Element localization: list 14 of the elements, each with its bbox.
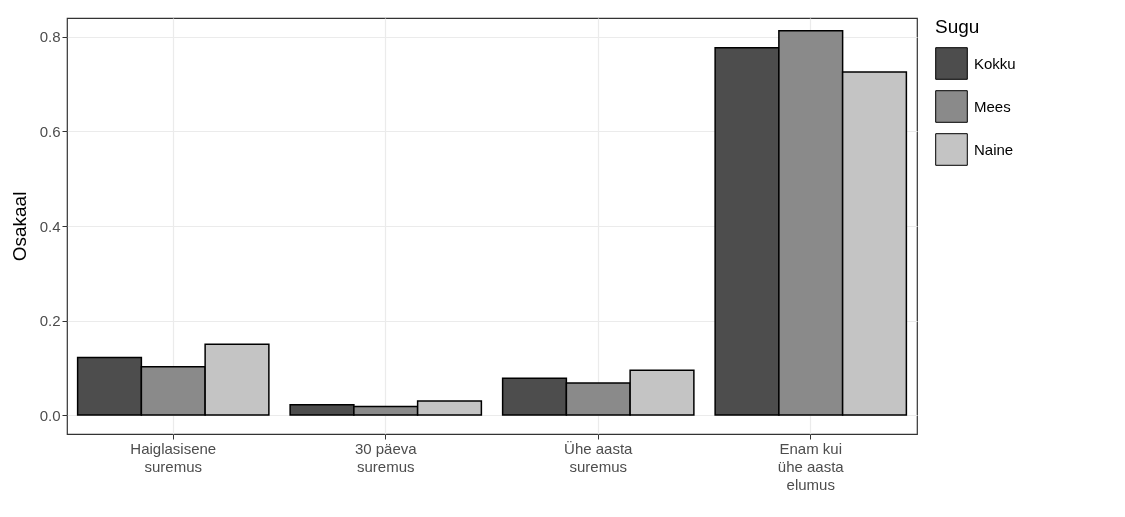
y-tick-label: 0.6	[39, 122, 61, 140]
legend-label: Kokku	[974, 54, 1016, 72]
y-tick-label: 0.8	[39, 28, 61, 46]
y-tick-label: 0.4	[39, 217, 61, 235]
y-tick-label: 0.2	[39, 312, 61, 330]
legend-label: Naine	[974, 140, 1014, 158]
y-tick-label: 0.0	[39, 406, 61, 424]
x-tick-label: Enam kui ühe aasta elumus	[777, 439, 845, 493]
y-axis-title: Osakaal	[8, 191, 30, 262]
x-tick-label: Ühe aasta suremus	[564, 439, 634, 475]
legend-title: Sugu	[935, 16, 980, 37]
x-tick-label: 30 päeva suremus	[354, 439, 418, 475]
x-tick-label: Haiglasisene suremus	[130, 439, 217, 475]
legend-label: Mees	[974, 97, 1011, 115]
